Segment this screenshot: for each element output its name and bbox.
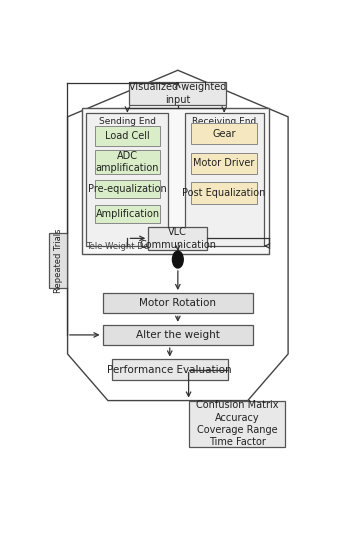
Text: Sending End: Sending End xyxy=(99,117,156,126)
Text: Alter the weight: Alter the weight xyxy=(136,330,220,340)
Text: Receiving End: Receiving End xyxy=(192,117,256,126)
FancyBboxPatch shape xyxy=(191,123,257,144)
FancyBboxPatch shape xyxy=(191,153,257,174)
FancyBboxPatch shape xyxy=(112,360,228,380)
Text: Tele-Weight Device: Tele-Weight Device xyxy=(86,242,166,251)
FancyBboxPatch shape xyxy=(95,151,161,174)
Text: Repeated Trials: Repeated Trials xyxy=(54,229,63,293)
FancyBboxPatch shape xyxy=(95,205,161,223)
FancyBboxPatch shape xyxy=(129,82,226,105)
Text: Performance Evaluation: Performance Evaluation xyxy=(108,365,232,375)
FancyBboxPatch shape xyxy=(49,233,67,288)
Text: Confusion Matrix
Accuracy
Coverage Range
Time Factor: Confusion Matrix Accuracy Coverage Range… xyxy=(196,400,278,448)
Circle shape xyxy=(172,251,183,268)
FancyBboxPatch shape xyxy=(95,126,161,146)
Text: Gear: Gear xyxy=(212,129,236,139)
FancyBboxPatch shape xyxy=(103,293,253,314)
Text: Load Cell: Load Cell xyxy=(105,131,150,141)
Text: VLC
Communication: VLC Communication xyxy=(139,227,216,250)
Text: Visualized weighted
input: Visualized weighted input xyxy=(129,82,227,104)
Text: Motor Rotation: Motor Rotation xyxy=(139,298,216,308)
FancyBboxPatch shape xyxy=(103,324,253,345)
Text: Amplification: Amplification xyxy=(95,209,160,219)
Text: Motor Driver: Motor Driver xyxy=(193,158,255,168)
FancyBboxPatch shape xyxy=(185,113,264,246)
Text: ADC
amplification: ADC amplification xyxy=(96,151,159,173)
FancyBboxPatch shape xyxy=(95,180,161,197)
FancyBboxPatch shape xyxy=(189,400,285,447)
FancyBboxPatch shape xyxy=(148,227,208,250)
FancyBboxPatch shape xyxy=(86,113,168,246)
Text: Post Equalization: Post Equalization xyxy=(183,188,266,198)
FancyBboxPatch shape xyxy=(82,108,269,255)
Text: Pre-equalization: Pre-equalization xyxy=(88,184,167,194)
FancyBboxPatch shape xyxy=(191,183,257,204)
